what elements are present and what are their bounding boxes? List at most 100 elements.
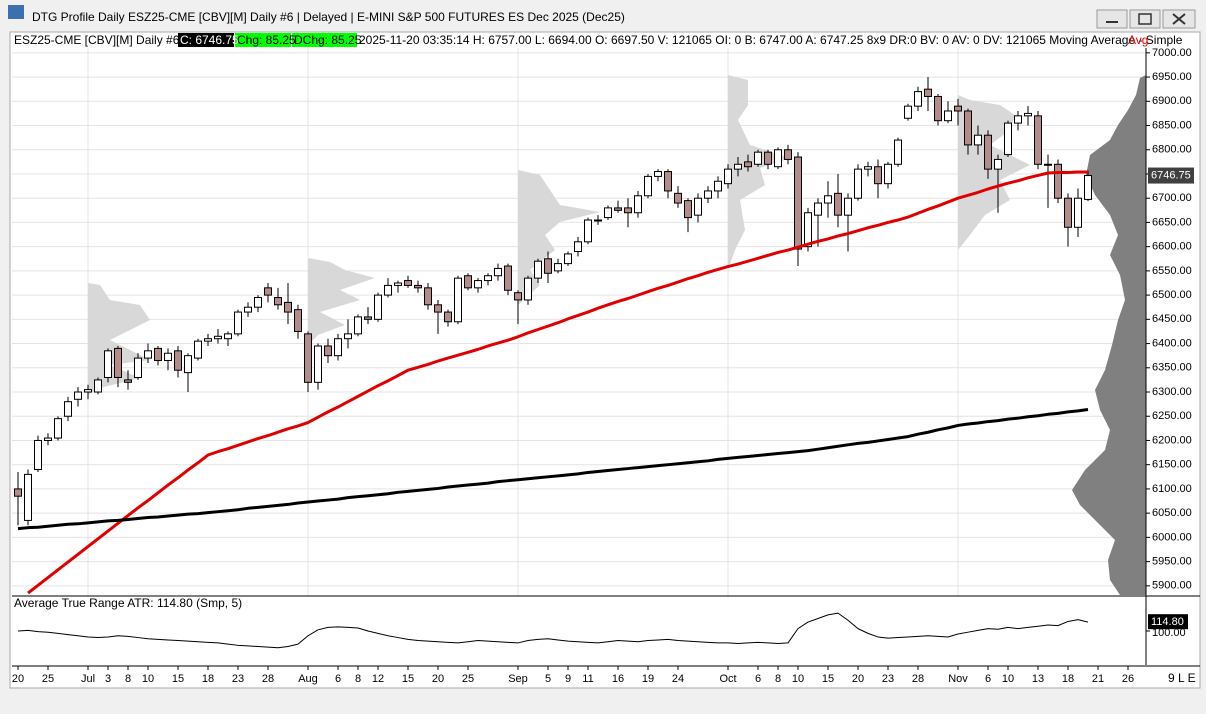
x-tick-label: 18	[1062, 673, 1074, 685]
candle-body	[804, 212, 812, 248]
candle-body	[544, 258, 552, 274]
x-tick-label: 15	[402, 673, 414, 685]
x-tick-label: 26	[1122, 673, 1134, 685]
y-tick-label: 100.00	[1152, 627, 1186, 639]
candle-body	[44, 437, 52, 441]
candle-body	[214, 335, 222, 340]
y-tick-label: 6350.00	[1152, 362, 1192, 374]
current-atr-label: 114.80	[1151, 616, 1184, 628]
candle-body	[574, 241, 582, 253]
candle-body	[104, 350, 112, 378]
close-box	[178, 33, 234, 47]
x-tick-label: 10	[142, 673, 154, 685]
candle-body	[54, 418, 62, 439]
candle-body	[284, 301, 292, 313]
y-tick-label: 6650.00	[1152, 216, 1192, 228]
candle-body	[944, 110, 952, 122]
x-tick-label: 21	[1092, 673, 1104, 685]
candle-body	[564, 253, 572, 265]
x-tick-label: 25	[42, 673, 54, 685]
current-price-box	[1148, 167, 1194, 184]
y-tick-label: 6500.00	[1152, 289, 1192, 301]
candle-body	[854, 168, 862, 199]
line	[17, 612, 1089, 649]
y-tick-label: 6950.00	[1152, 71, 1192, 83]
y-tick-label: 6250.00	[1152, 410, 1192, 422]
x-tick-label: 13	[1032, 673, 1044, 685]
x-tick-label: 20	[12, 673, 24, 685]
candle-body	[824, 195, 832, 204]
candle-body	[484, 275, 492, 282]
x-tick-label: 9	[565, 673, 571, 685]
candle-body	[844, 197, 852, 216]
candle-body	[974, 134, 982, 146]
candle-body	[174, 350, 182, 371]
candle-body	[1084, 175, 1092, 200]
candle-body	[744, 161, 752, 168]
profile-nov	[958, 95, 1030, 250]
candle-body	[914, 91, 922, 107]
candle-body	[694, 197, 702, 216]
close-icon	[1172, 13, 1186, 25]
candle-body	[1034, 115, 1042, 165]
y-tick-label: 6700.00	[1152, 192, 1192, 204]
x-tick-label: Nov	[948, 673, 968, 685]
candle-body	[354, 316, 362, 335]
candle-body	[754, 151, 762, 165]
candle-body	[34, 439, 42, 471]
profile-aug	[308, 258, 375, 345]
y-tick-label: 6600.00	[1152, 241, 1192, 253]
candle-body	[274, 297, 282, 306]
x-tick-label: Aug	[298, 673, 318, 685]
candle-body	[154, 347, 162, 362]
x-tick-label: 8	[775, 673, 781, 685]
minimize-button[interactable]	[1096, 9, 1128, 29]
y-tick-label: 6800.00	[1152, 144, 1192, 156]
candle-body	[94, 379, 102, 393]
y-tick-label: 6200.00	[1152, 434, 1192, 446]
x-tick-label: 25	[462, 673, 474, 685]
x-tick-label: Jul	[81, 673, 95, 685]
y-tick-label: 6900.00	[1152, 95, 1192, 107]
candle-body	[384, 284, 392, 296]
candle-body	[994, 158, 1002, 170]
candle-body	[124, 379, 132, 383]
x-tick-label: 28	[912, 673, 924, 685]
candle-body	[314, 345, 322, 383]
y-tick-label: 6000.00	[1152, 531, 1192, 543]
maximize-button[interactable]	[1129, 9, 1161, 29]
candle-body	[604, 207, 612, 219]
y-tick-label: 6100.00	[1152, 483, 1192, 495]
x-tick-label: 5	[545, 673, 551, 685]
candle-body	[244, 306, 252, 313]
candle-body	[374, 294, 382, 320]
x-tick-label: 20	[432, 673, 444, 685]
candle-body	[224, 333, 232, 340]
window-title: DTG Profile Daily ESZ25-CME [CBV][M] Dai…	[32, 10, 625, 24]
profile-sep	[518, 170, 600, 305]
candle-body	[1044, 163, 1052, 166]
candle-body	[264, 287, 272, 296]
candle-body	[534, 260, 542, 279]
candle-body	[634, 195, 642, 214]
y-tick-label: 6400.00	[1152, 337, 1192, 349]
candle-body	[364, 316, 372, 320]
y-tick-label: 6300.00	[1152, 386, 1192, 398]
candle-body	[1004, 122, 1012, 156]
y-tick-label: 5900.00	[1152, 580, 1192, 592]
candle-body	[334, 338, 342, 357]
atr-title: Average True Range ATR: 114.80 (Smp, 5)	[14, 596, 242, 610]
x-tick-label: 18	[202, 673, 214, 685]
x-tick-label: 19	[642, 673, 654, 685]
x-tick-label: 11	[582, 673, 593, 685]
candle-body	[524, 277, 532, 301]
profile-jul	[88, 283, 150, 395]
candle-body	[724, 168, 732, 185]
candle-body	[664, 171, 672, 192]
y-tick-label: 7000.00	[1152, 47, 1192, 59]
candle-body	[324, 345, 332, 357]
current-atr-box	[1148, 614, 1188, 630]
window-buttons[interactable]	[1096, 9, 1196, 29]
candle-body	[654, 171, 662, 177]
